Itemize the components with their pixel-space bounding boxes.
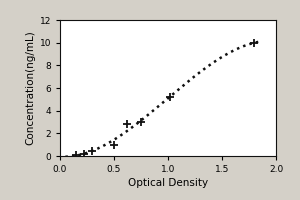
Y-axis label: Concentration(ng/mL): Concentration(ng/mL): [25, 31, 35, 145]
Point: [90, 150, 95, 153]
Point: [81, 152, 86, 155]
Point: [139, 120, 143, 124]
Point: [124, 123, 129, 126]
Point: [168, 95, 172, 99]
Point: [74, 153, 79, 156]
X-axis label: Optical Density: Optical Density: [128, 178, 208, 188]
Point: [112, 143, 116, 146]
Point: [252, 41, 257, 44]
